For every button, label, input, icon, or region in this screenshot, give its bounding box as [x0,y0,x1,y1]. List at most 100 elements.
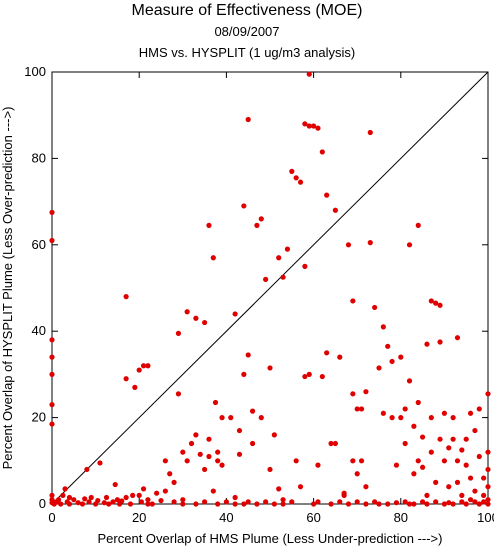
data-point [136,367,142,373]
data-point [315,462,321,468]
data-point [354,499,360,505]
data-point [49,492,55,498]
chart-title: Measure of Effectiveness (MOE) [132,2,363,19]
data-point [450,501,456,507]
data-point [49,237,55,244]
y-tick-label: 100 [24,64,46,79]
data-point [441,501,447,507]
data-point [411,423,417,429]
data-point [241,501,247,507]
data-point [297,484,304,490]
data-point [358,406,365,412]
data-point [241,371,247,377]
data-point [112,481,118,488]
data-point [276,255,282,261]
data-point [476,406,482,412]
data-point [406,242,413,248]
data-point [437,436,443,442]
data-point [132,384,138,390]
data-point [267,365,273,371]
data-point [249,408,256,414]
data-point [385,343,391,349]
data-point [71,497,77,503]
data-point [110,499,116,505]
data-point [345,501,352,507]
data-point [197,451,203,457]
data-point [223,499,229,505]
data-point [311,501,317,507]
data-point [206,453,212,460]
data-point [376,501,382,507]
x-tick-label: 100 [477,510,494,525]
data-point [472,427,478,434]
data-point [263,276,269,282]
data-point [463,436,469,442]
chart-date: 08/09/2007 [214,24,279,39]
data-point [398,415,404,421]
data-point [472,499,478,505]
data-point [97,460,103,466]
data-point [367,129,373,136]
data-point [258,216,264,222]
data-point [441,410,447,416]
data-point [49,337,55,343]
data-point [289,168,295,174]
data-point [167,471,173,477]
data-point [79,501,86,507]
data-point [114,497,120,503]
data-point [175,391,182,397]
data-point [433,479,439,485]
plot-frame [51,71,489,505]
data-point [82,496,88,502]
data-point [210,488,216,494]
data-point [49,402,55,408]
data-point [337,499,343,505]
data-point [180,449,186,455]
data-point [345,242,352,248]
data-point [446,445,452,451]
data-point [210,255,216,261]
data-point [206,222,212,228]
data-point [136,492,142,498]
data-point [297,179,304,185]
data-point [372,304,378,311]
data-point [328,440,334,447]
y-tick-label: 40 [32,323,46,338]
data-point [380,410,386,416]
data-point [306,371,312,377]
data-point [389,358,395,365]
data-point [66,494,73,501]
data-point [485,484,491,490]
data-point [241,203,247,209]
data-point [215,501,221,507]
data-point [420,499,426,505]
data-point [476,501,482,507]
y-tick-label: 0 [39,496,46,511]
data-point [180,497,186,503]
data-point [175,330,182,336]
data-point [293,458,299,464]
data-point [459,492,465,498]
data-point [393,500,400,506]
data-point [271,432,277,438]
data-point [236,451,243,457]
data-point [332,207,338,213]
data-point [145,363,151,369]
data-point [454,335,461,341]
data-point [454,458,461,464]
data-point [95,497,101,504]
data-point [467,497,474,503]
data-point [467,475,474,481]
data-point [284,246,291,252]
data-point [123,294,129,300]
data-point [415,458,421,464]
data-point [219,462,225,468]
data-point [188,440,195,447]
data-point [402,440,408,447]
data-point [49,354,55,360]
data-point [350,298,356,304]
data-point [485,449,491,455]
data-point [280,497,286,503]
data-point [424,492,430,498]
data-point [149,501,155,507]
